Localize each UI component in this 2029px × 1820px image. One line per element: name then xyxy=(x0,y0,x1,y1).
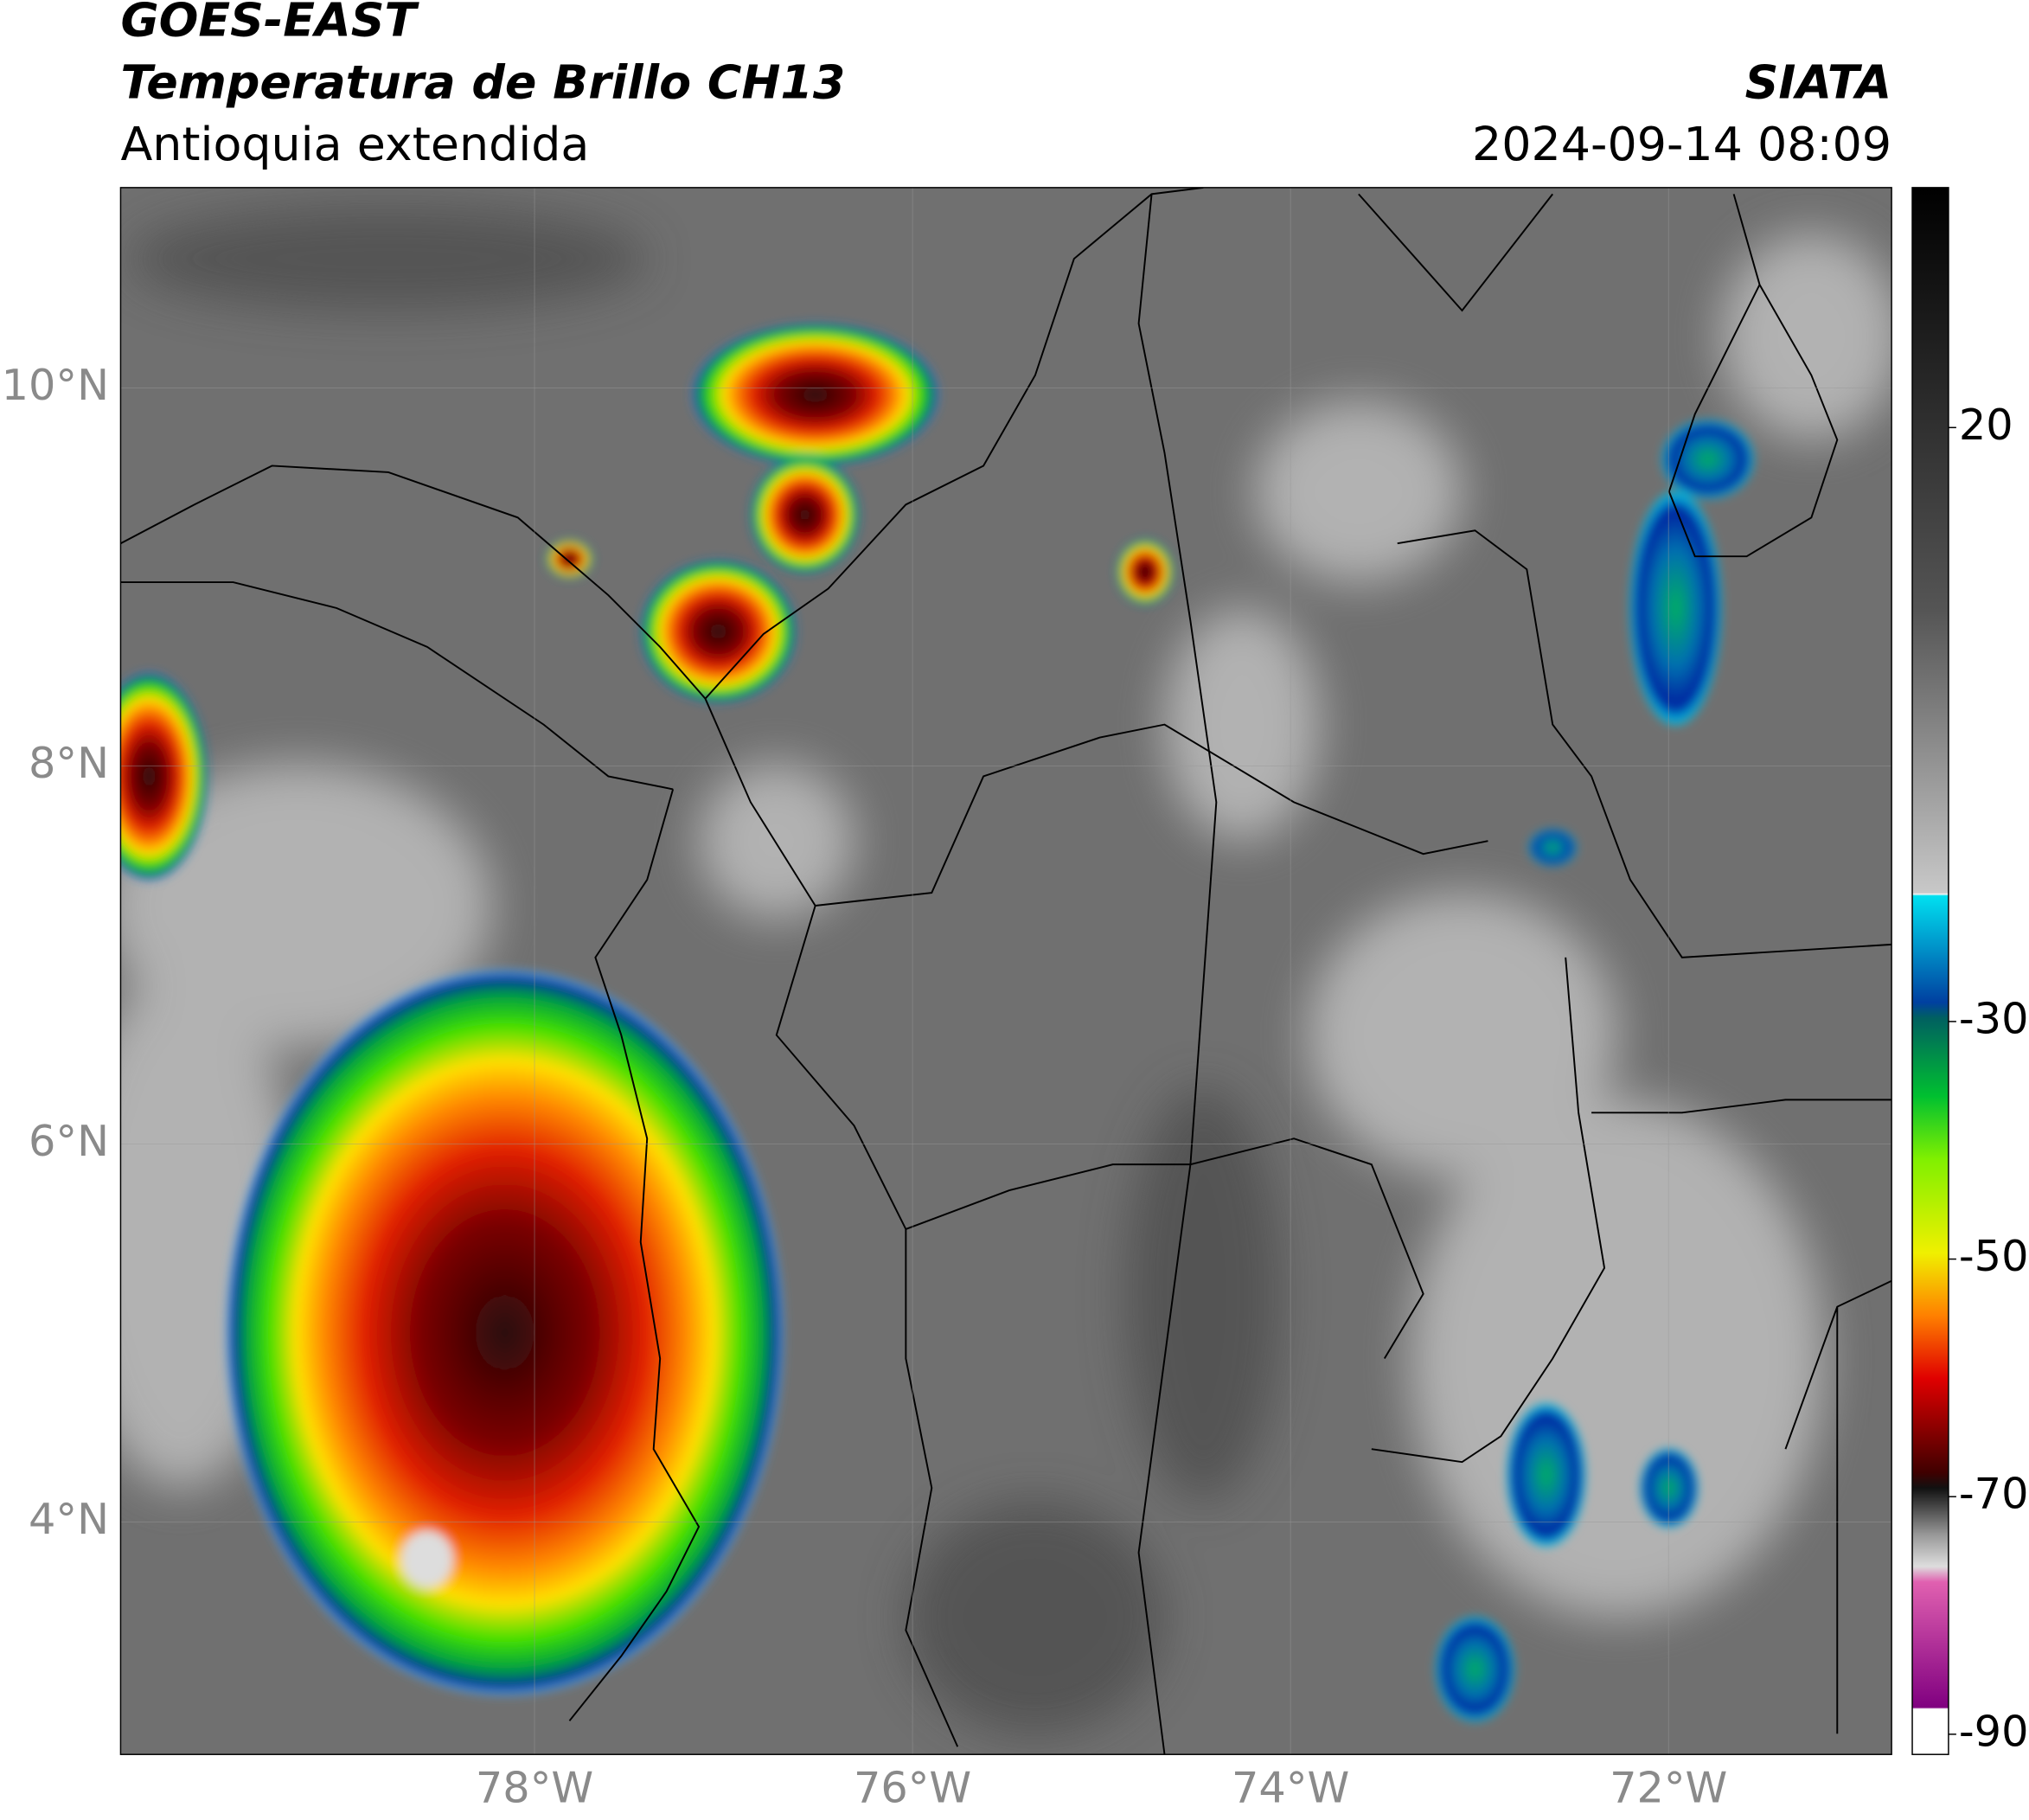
colorbar-tick-label: -30 xyxy=(1959,993,2029,1043)
colorbar-tick-label: -90 xyxy=(1959,1706,2029,1756)
satellite-image xyxy=(120,187,1892,1755)
source: SIATA xyxy=(1745,54,1892,109)
timestamp: 2024-09-14 08:09 xyxy=(1472,117,1891,171)
subtitle: Temperatura de Brillo CH13 xyxy=(120,54,845,109)
map-ticks: 78°W 76°W 74°W 72°W 10°N 8°N 6°N 4°N xyxy=(2,360,1728,1813)
lat-tick-label: 6°N xyxy=(29,1116,109,1166)
lon-tick-label: 78°W xyxy=(476,1763,593,1813)
lon-tick-label: 76°W xyxy=(854,1763,971,1813)
title: GOES-EAST xyxy=(120,0,419,48)
lat-tick-label: 10°N xyxy=(2,360,109,410)
map-frame xyxy=(119,187,1892,1755)
lon-tick-label: 72°W xyxy=(1610,1763,1727,1813)
lat-tick-label: 8°N xyxy=(29,738,109,788)
lat-tick-label: 4°N xyxy=(29,1494,109,1544)
lon-tick-label: 74°W xyxy=(1232,1763,1349,1813)
colorbar-tick-label: 20 xyxy=(1959,400,2013,450)
graticule xyxy=(120,187,1892,1755)
colorbar xyxy=(1911,187,1949,1755)
colorbar-ticks: 20 -30 -50 -70 -90 xyxy=(1948,400,2029,1756)
colorbar-tick-label: -50 xyxy=(1959,1231,2029,1281)
region: Antioquia extendida xyxy=(120,117,589,171)
colorbar-tick-label: -70 xyxy=(1959,1469,2029,1519)
